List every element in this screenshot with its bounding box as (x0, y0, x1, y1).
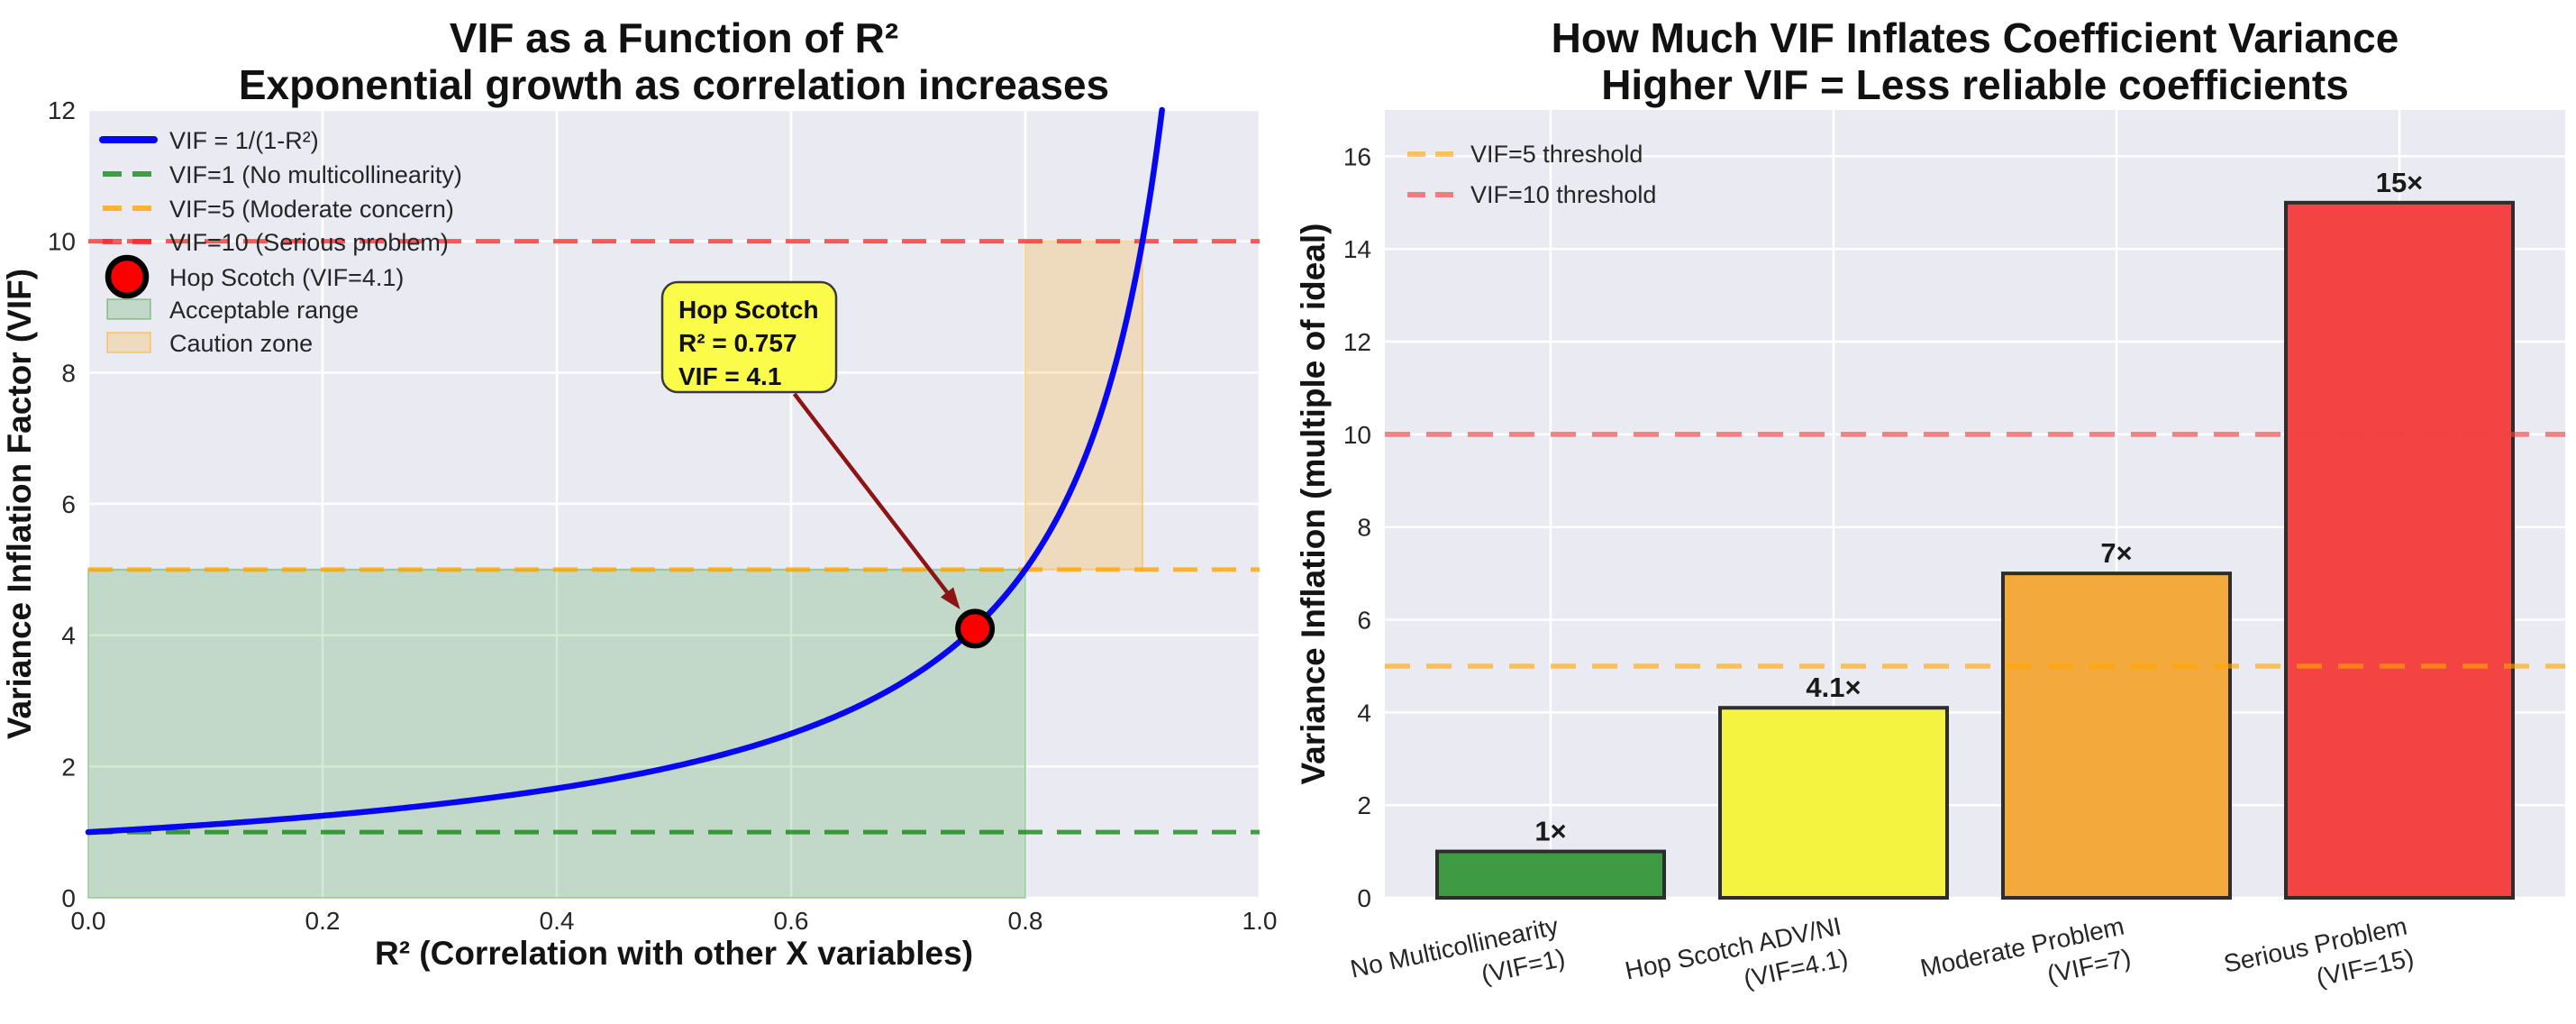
x-tick-label: 0.4 (540, 907, 575, 935)
x-tick-label: 0.6 (774, 907, 809, 935)
y-tick-label: 2 (1357, 791, 1371, 819)
right-chart-legend: VIF=5 threshold VIF=10 threshold (1407, 141, 1656, 208)
x-tick-label: 0.2 (305, 907, 341, 935)
y-tick-label: 10 (48, 228, 76, 256)
category-label-3: Moderate Problem(VIF=7) (1917, 912, 2133, 1014)
annotation-text-line: R² = 0.757 (678, 329, 797, 357)
left-chart-legend: VIF = 1/(1-R²) VIF=1 (No multicollinearit… (99, 127, 462, 357)
y-tick-label: 8 (1357, 514, 1371, 542)
y-tick-label: 6 (1357, 607, 1371, 635)
annotation-text-line: Hop Scotch (678, 296, 819, 324)
y-tick-label: 2 (61, 753, 76, 781)
y-tick-label: 12 (48, 96, 76, 124)
left-x-axis-label: R² (Correlation with other X variables) (375, 935, 973, 972)
bar-value-label: 7× (2100, 537, 2132, 569)
category-label-1: No Multicollinearity(VIF=1) (1348, 912, 1568, 1015)
legend-label: VIF=5 threshold (1470, 141, 1643, 168)
acceptable-range-region (87, 568, 1026, 899)
category-label-2: Hop Scotch ADV/NI(VIF=4.1) (1623, 912, 1851, 1017)
x-tick-label: 0.8 (1008, 907, 1043, 935)
legend-label: VIF=10 (Serious problem) (169, 229, 449, 256)
bar-value-label: 4.1× (1806, 672, 1861, 703)
legend-sample-patch (106, 332, 151, 353)
legend-label: VIF=1 (No multicollinearity) (169, 161, 462, 188)
y-tick-label: 12 (1343, 328, 1371, 356)
annotation-text-line: VIF = 4.1 (678, 362, 781, 390)
left-chart-title: VIF as a Function of R² (450, 14, 898, 61)
annotation-box (660, 280, 838, 394)
caution-zone-region (1024, 240, 1143, 571)
y-tick-label: 8 (61, 359, 76, 387)
y-tick-label: 4 (61, 622, 76, 650)
category-label-4: Serious Problem(VIF=15) (2221, 912, 2416, 1010)
right-y-axis-label: Variance Inflation (multiple of ideal) (1295, 224, 1332, 785)
hop-scotch-data-point (955, 608, 996, 649)
legend-label: VIF = 1/(1-R²) (169, 127, 319, 154)
bar-value-label: 1× (1534, 816, 1566, 847)
x-tick-label: 0.0 (71, 907, 106, 935)
y-tick-label: 14 (1343, 235, 1371, 263)
legend-label: Hop Scotch (VIF=4.1) (169, 264, 404, 291)
legend-label: Caution zone (169, 330, 313, 357)
legend-label: VIF=5 (Moderate concern) (169, 196, 454, 223)
annotation-arrow (792, 392, 956, 602)
y-tick-label: 4 (1357, 699, 1371, 727)
bar-2 (1718, 706, 1949, 901)
y-tick-label: 0 (61, 884, 76, 912)
y-tick-label: 10 (1343, 421, 1371, 449)
y-tick-label: 0 (1357, 884, 1371, 912)
bar-value-label: 15× (2376, 167, 2424, 198)
y-tick-label: 16 (1343, 142, 1371, 170)
right-chart-title: How Much VIF Inflates Coefficient Varian… (1552, 14, 2399, 61)
bar-1 (1435, 849, 1666, 901)
legend-sample-patch (106, 298, 151, 320)
annotation-arrowhead (940, 587, 960, 609)
bar-3 (2001, 571, 2232, 901)
left-y-axis-label: Variance Inflation Factor (VIF) (1, 269, 38, 739)
x-tick-label: 1.0 (1242, 907, 1278, 935)
legend-sample-marker (105, 254, 150, 299)
left-chart-subtitle: Exponential growth as correlation increa… (239, 61, 1109, 108)
legend-label: Acceptable range (169, 297, 359, 324)
vif-inflation-bar-chart: How Much VIF Inflates Coefficient Varian… (1295, 14, 2565, 1017)
right-chart-subtitle: Higher VIF = Less reliable coefficients (1601, 61, 2349, 108)
y-tick-label: 6 (61, 490, 76, 518)
legend-label: VIF=10 threshold (1470, 181, 1656, 208)
bar-4 (2284, 200, 2515, 900)
